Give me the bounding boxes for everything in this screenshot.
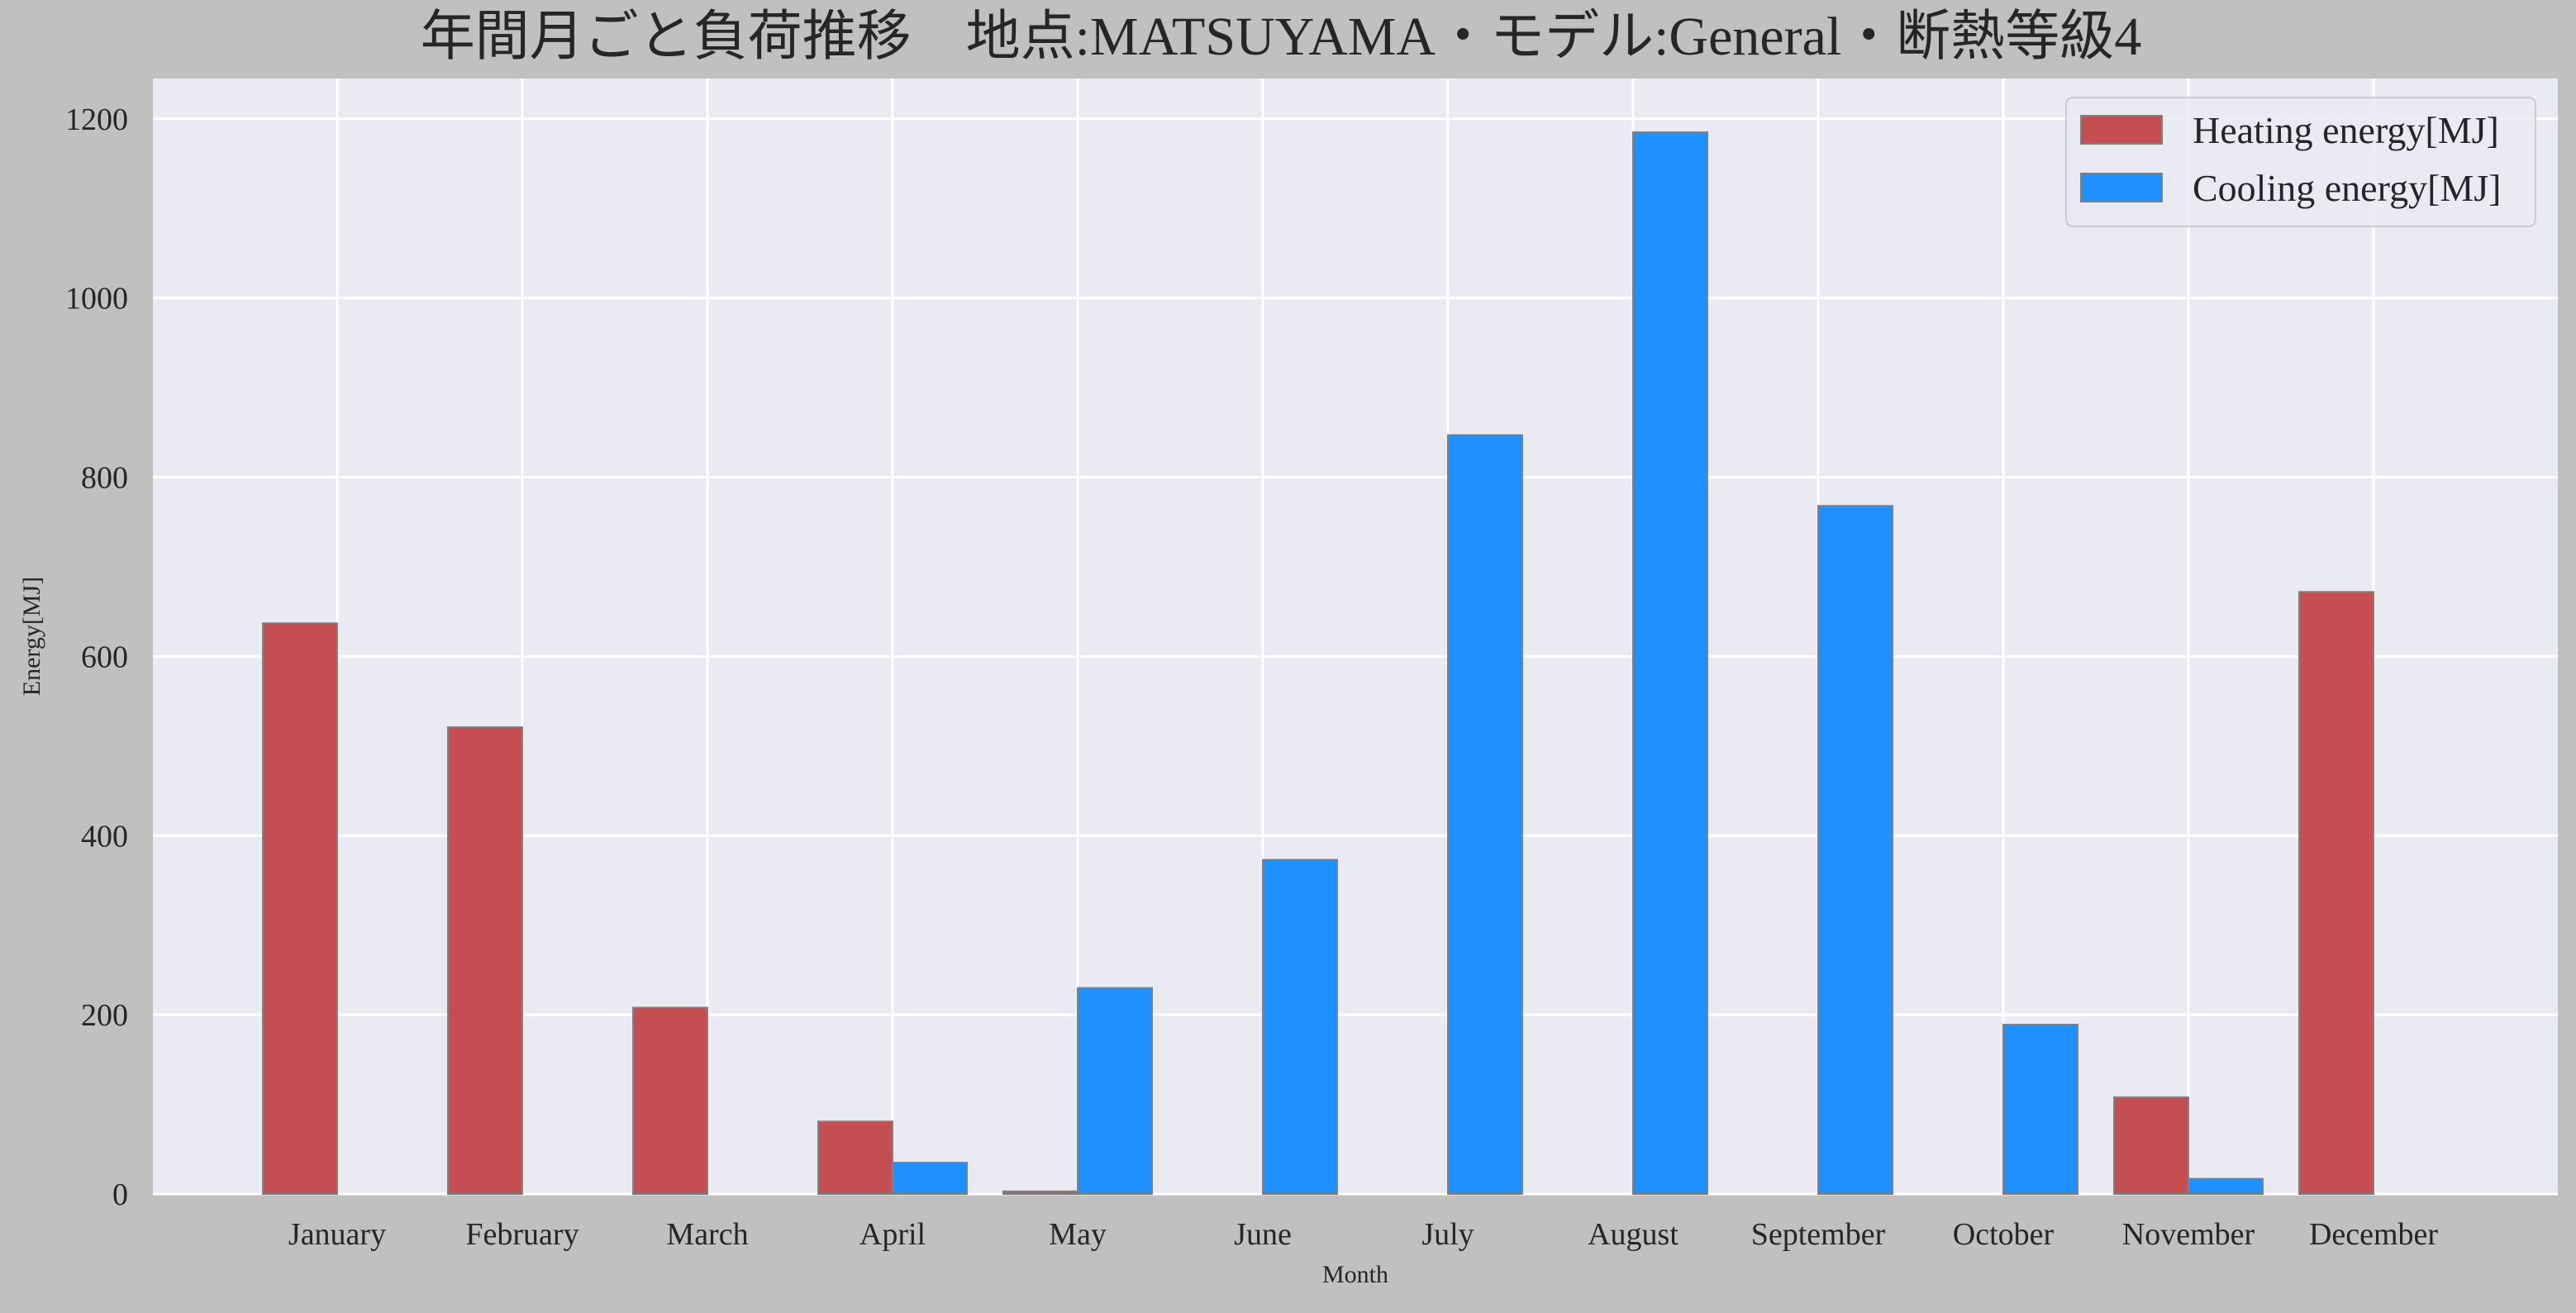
ticks: 0 200 400 600 800 1000 1200 January February Marc… — [65, 102, 2438, 1252]
y-tick-label: 1200 — [65, 102, 128, 137]
bar-cooling-november — [2188, 1177, 2264, 1196]
x-tick-label-july: July — [1421, 1217, 1474, 1252]
legend-swatch-cooling — [2080, 173, 2163, 202]
x-tick-label-june: June — [1234, 1217, 1292, 1252]
bar-heating-march — [632, 1006, 708, 1196]
bars — [262, 131, 2374, 1196]
bar-heating-november — [2113, 1096, 2189, 1196]
y-tick-label: 200 — [81, 998, 128, 1033]
x-tick-label-october: October — [1953, 1217, 2055, 1252]
x-tick-label-december: December — [2309, 1217, 2438, 1252]
y-tick-label: 600 — [81, 640, 128, 674]
bar-cooling-september — [1817, 505, 1893, 1195]
chart-title: 年間月ごと負荷推移 地点:MATSUYAMA・モデル:General・断熱等級4 — [421, 7, 2142, 67]
x-tick-label-april: April — [859, 1217, 926, 1252]
bar-cooling-june — [1262, 859, 1338, 1195]
x-tick-label-february: February — [465, 1217, 579, 1252]
y-tick-label: 800 — [81, 461, 128, 496]
bar-cooling-july — [1447, 434, 1523, 1195]
legend-label-cooling: Cooling energy[MJ] — [2193, 167, 2502, 209]
bar-heating-april — [817, 1120, 893, 1196]
legend-label-heating: Heating energy[MJ] — [2193, 109, 2499, 151]
x-tick-label-january: January — [288, 1217, 386, 1252]
x-tick-label-september: September — [1751, 1217, 1886, 1252]
bar-heating-december — [2298, 591, 2374, 1195]
bar-heating-january — [262, 622, 338, 1195]
legend-box — [2065, 97, 2536, 227]
legend: Heating energy[MJ] Cooling energy[MJ] — [2065, 97, 2536, 227]
y-tick-label: 1000 — [65, 282, 128, 316]
bar-cooling-october — [2002, 1024, 2078, 1195]
x-tick-label-march: March — [666, 1217, 748, 1252]
x-tick-label-august: August — [1588, 1217, 1678, 1252]
x-tick-label-november: November — [2122, 1217, 2255, 1252]
x-tick-label-may: May — [1049, 1217, 1107, 1252]
x-axis-label: Month — [1322, 1261, 1388, 1288]
plot-area — [153, 78, 2558, 1194]
y-tick-label: 0 — [112, 1177, 128, 1212]
legend-swatch-heating — [2080, 115, 2163, 145]
y-axis-label: Energy[MJ] — [18, 577, 45, 696]
bar-cooling-may — [1077, 987, 1153, 1195]
bar-cooling-april — [892, 1162, 968, 1196]
bar-heating-february — [447, 726, 523, 1195]
bar-heating-may — [1002, 1190, 1078, 1195]
bar-cooling-august — [1632, 131, 1708, 1196]
y-tick-label: 400 — [81, 819, 128, 854]
